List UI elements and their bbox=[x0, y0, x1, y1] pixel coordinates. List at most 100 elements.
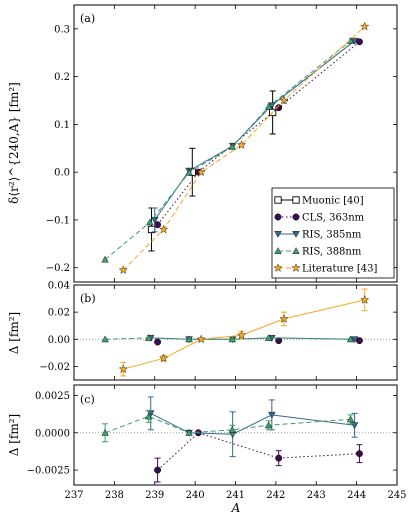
y-tick-label: −0.2 bbox=[46, 263, 70, 274]
legend-marker bbox=[273, 263, 283, 272]
data-point bbox=[101, 255, 109, 263]
panel-b-label: (b) bbox=[80, 292, 96, 305]
panel-a-ylabel: δ⟨r²⟩^{240,A} [fm²] bbox=[7, 82, 21, 204]
series-literature bbox=[118, 21, 370, 274]
series-line bbox=[157, 432, 360, 471]
y-tick-label: −0.1 bbox=[46, 215, 70, 226]
data-point bbox=[151, 216, 159, 224]
panel-a-label: (a) bbox=[80, 12, 95, 25]
legend-entry-ris385: RIS, 385nm bbox=[274, 230, 362, 241]
data-point bbox=[228, 425, 237, 433]
legend-label: RIS, 385nm bbox=[302, 230, 362, 241]
data-point bbox=[154, 338, 162, 346]
y-tick-label: 0.02 bbox=[48, 308, 70, 319]
series-ris388 bbox=[101, 409, 355, 443]
panel-c-ylabel: Δ [fm²] bbox=[7, 414, 21, 456]
data-point bbox=[144, 412, 153, 420]
data-point bbox=[146, 218, 154, 226]
y-tick-label: 0.2 bbox=[54, 72, 70, 83]
x-tick-label: 241 bbox=[226, 490, 245, 501]
data-point bbox=[356, 337, 363, 345]
panel-c-plot: −0.0025 0.0000 0.0025 bbox=[27, 385, 398, 485]
panel-c-label: (c) bbox=[80, 393, 95, 406]
legend-marker bbox=[274, 196, 282, 204]
legend-rows: Muonic [40] CLS, 363nm RIS, 385nm RIS, 388n… bbox=[273, 196, 377, 275]
data-point bbox=[279, 314, 289, 323]
series-ris388 bbox=[101, 334, 355, 343]
data-point bbox=[159, 353, 169, 363]
series-line bbox=[157, 41, 360, 226]
legend-entry-ris388: RIS, 388nm bbox=[274, 247, 362, 258]
series-line bbox=[105, 337, 351, 340]
data-point bbox=[118, 364, 128, 373]
series-line bbox=[123, 299, 365, 370]
legend-marker bbox=[292, 213, 300, 221]
data-point bbox=[356, 38, 363, 46]
series-literature bbox=[118, 288, 370, 377]
data-point bbox=[144, 334, 153, 341]
data-point bbox=[196, 167, 206, 176]
series-line bbox=[104, 40, 351, 260]
legend-marker bbox=[274, 231, 282, 238]
data-point bbox=[237, 330, 247, 340]
series-muonic bbox=[147, 90, 277, 252]
series-ris388 bbox=[101, 37, 355, 263]
data-point bbox=[279, 95, 289, 105]
legend-marker bbox=[274, 247, 282, 254]
data-point bbox=[350, 336, 359, 344]
legend-entry-muonic: Muonic [40] bbox=[274, 196, 364, 207]
data-point bbox=[360, 295, 370, 304]
x-tick-label: 237 bbox=[64, 490, 83, 501]
data-point bbox=[275, 454, 283, 462]
data-point bbox=[346, 415, 355, 423]
legend: Muonic [40] CLS, 363nm RIS, 385nm RIS, 388n… bbox=[271, 187, 395, 279]
data-point bbox=[185, 428, 193, 436]
data-point bbox=[196, 334, 206, 344]
data-point bbox=[185, 335, 193, 343]
x-tick-label: 244 bbox=[347, 490, 366, 501]
legend-label: Muonic [40] bbox=[302, 196, 364, 207]
data-point bbox=[159, 224, 169, 234]
x-tick-label: 243 bbox=[307, 490, 326, 501]
panel-b-plot: −0.02 0.00 0.02 0.04 bbox=[39, 281, 398, 380]
data-point bbox=[268, 411, 276, 419]
data-point bbox=[118, 265, 128, 274]
legend-label: Literature [43] bbox=[302, 264, 377, 275]
panel-a: (a) −0.2 −0.1 0.0 0.1 0.2 0.3 δ⟨r²⟩^{240,A} [… bbox=[7, 4, 398, 283]
legend-entry-cls: CLS, 363nm bbox=[274, 213, 365, 224]
y-tick-label: −0.0025 bbox=[27, 466, 70, 477]
data-point bbox=[275, 104, 283, 112]
data-point bbox=[350, 37, 359, 45]
data-point bbox=[237, 140, 247, 149]
panel-a-plot: −0.2 −0.1 0.0 0.1 0.2 0.3 bbox=[46, 5, 398, 282]
data-point bbox=[101, 335, 109, 343]
data-point bbox=[154, 466, 162, 474]
series-line bbox=[150, 412, 355, 435]
y-tick-label: 0.0000 bbox=[35, 428, 70, 439]
data-point bbox=[360, 21, 370, 31]
legend-marker bbox=[291, 263, 301, 272]
data-point bbox=[228, 143, 237, 150]
x-tick-label: 240 bbox=[186, 490, 205, 501]
x-tick-label: 245 bbox=[387, 490, 406, 501]
legend-marker bbox=[292, 231, 300, 238]
legend-entry-literature: Literature [43] bbox=[273, 263, 377, 275]
panel-c-frame bbox=[73, 384, 398, 486]
x-tick-label: 242 bbox=[266, 490, 285, 501]
legend-label: RIS, 388nm bbox=[302, 247, 362, 258]
x-axis-label: A bbox=[231, 501, 241, 515]
legend-box bbox=[271, 187, 395, 279]
data-point bbox=[264, 334, 273, 341]
panel-b-ylabel: Δ [fm²] bbox=[7, 312, 21, 354]
panel-b: (b) −0.02 0.00 0.02 0.04 Δ [fm²] bbox=[7, 281, 398, 381]
y-tick-label: 0.00 bbox=[48, 335, 70, 346]
y-tick-label: 0.04 bbox=[48, 281, 70, 292]
series-cls bbox=[154, 337, 363, 346]
x-tick-label: 238 bbox=[105, 490, 124, 501]
data-point bbox=[185, 168, 193, 176]
x-axis-ticks: 237 238 239 240 241 242 243 244 245 bbox=[64, 490, 406, 501]
data-point bbox=[356, 450, 363, 458]
data-point bbox=[228, 335, 237, 343]
